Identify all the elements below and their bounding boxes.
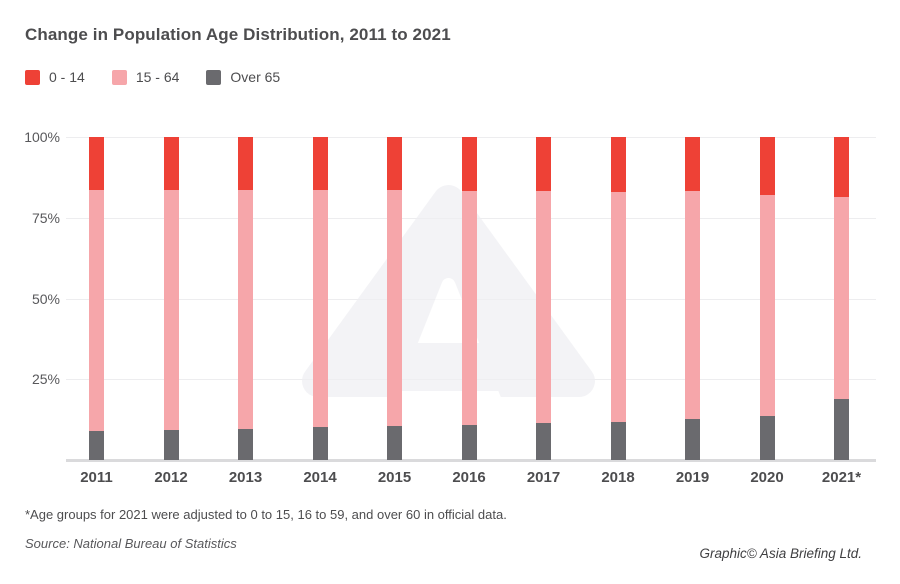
bar-segment-Over65 [685,419,700,460]
bar-segment-15-64 [685,191,700,420]
bar-2019 [685,137,700,460]
bar-2013 [238,137,253,460]
y-axis-tick-label: 25% [31,371,60,388]
footnote: *Age groups for 2021 were adjusted to 0 … [25,507,507,522]
x-axis-tick-label: 2018 [601,469,635,486]
bar-segment-Over65 [610,421,626,460]
bar-segment-15-64 [536,191,551,424]
bar-segment-15-64 [759,194,775,417]
bar-segment-0-14 [461,137,477,191]
bar-segment-Over65 [163,429,179,460]
bar-2011 [89,137,104,460]
bar-segment-15-64 [461,190,477,426]
chart-title: Change in Population Age Distribution, 2… [25,25,451,44]
bar-segment-Over65 [834,398,849,460]
bar-2016 [461,137,477,460]
bar-segment-15-64 [163,190,179,430]
bar-2015 [387,137,402,460]
legend-swatch-icon [111,69,127,85]
y-axis-tick-label: 50% [31,290,60,307]
bar-segment-0-14 [312,137,328,191]
legend-label: 0 - 14 [49,69,85,85]
bar-2021 [834,137,849,460]
x-axis-baseline [66,458,876,462]
bar-segment-0-14 [387,137,402,191]
bar-2017 [536,137,551,460]
legend-item-0-14: 0 - 14 [25,69,85,85]
bar-segment-Over65 [89,430,104,460]
bar-segment-0-14 [536,137,551,192]
legend-swatch-icon [25,69,40,85]
bar-segment-0-14 [685,137,700,192]
y-axis-tick-label: 75% [31,209,60,226]
plot-area [66,137,876,462]
y-axis-tick-label: 100% [24,129,60,145]
bar-segment-Over65 [536,423,551,460]
x-axis-tick-label: 2012 [154,469,188,486]
x-axis-tick-label: 2019 [675,469,710,486]
bar-segment-15-64 [89,190,104,431]
bar-2014 [312,137,328,460]
bar-segment-0-14 [238,137,253,190]
legend-swatch-icon [206,69,222,85]
x-axis-tick-label: 2011 [80,469,113,486]
bar-segment-Over65 [312,427,328,460]
bar-segment-Over65 [238,428,253,460]
bar-segment-15-64 [238,189,253,429]
bar-segment-0-14 [834,137,849,198]
bar-segment-0-14 [759,137,775,195]
bar-2020 [759,137,775,460]
x-axis-tick-label: 2013 [228,469,263,486]
bar-segment-15-64 [610,191,626,422]
legend: 0 - 14 15 - 64 Over 65 [25,69,280,85]
x-axis-tick-label: 2015 [377,469,412,486]
bar-segment-0-14 [610,137,626,192]
source-note: Source: National Bureau of Statistics [25,536,237,551]
bar-segment-Over65 [387,426,402,460]
legend-label: 15 - 64 [135,69,180,85]
x-axis-tick-label: 2017 [526,469,561,486]
x-axis-tick-label: 2016 [452,469,486,486]
legend-item-Over65: Over 65 [206,69,280,85]
x-axis-tick-label: 2020 [750,469,784,486]
bar-segment-15-64 [312,190,328,428]
bar-segment-0-14 [163,137,179,191]
bar-segment-15-64 [834,197,849,399]
asia-briefing-logo-watermark [302,185,595,397]
bar-segment-Over65 [759,416,775,460]
bar-segment-15-64 [387,190,402,427]
x-axis-tick-label: 2021* [821,469,862,486]
credit-note: Graphic© Asia Briefing Ltd. [699,546,862,561]
bar-2012 [163,137,179,460]
x-axis-tick-label: 2014 [303,469,337,486]
chart-area: 100% 75% 50% 25% 2011 2012 2013 2014 2015 2016 201… [0,129,900,497]
bar-2018 [610,137,626,460]
bar-segment-Over65 [461,425,477,460]
bar-segment-0-14 [89,137,104,191]
legend-label: Over 65 [230,69,281,85]
legend-item-15-64: 15 - 64 [111,69,180,85]
